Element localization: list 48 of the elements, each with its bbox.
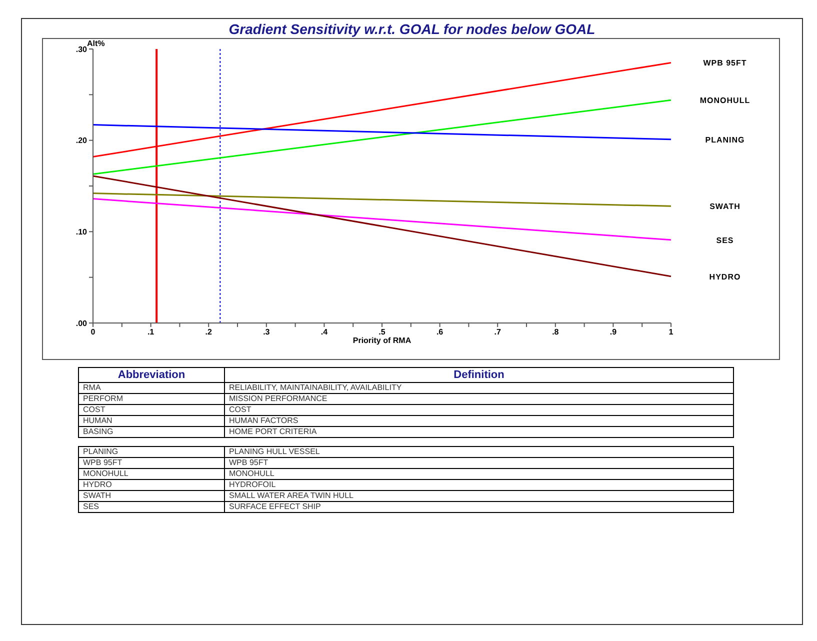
y-tick-label: .20	[76, 136, 88, 146]
y-tick-label: .30	[76, 44, 88, 54]
text: WPB 95FT	[224, 458, 734, 468]
text: SMALL WATER AREA TWIN HULL	[224, 490, 734, 502]
text: COST	[224, 404, 734, 416]
text: HYDROFOIL	[224, 480, 734, 490]
y-axis-title: Alt%	[87, 39, 105, 48]
x-tick-label: .2	[205, 328, 212, 337]
chart-title: Gradient Sensitivity w.r.t. GOAL for nodes below GOAL	[228, 21, 596, 37]
text: WPB 95FT	[703, 58, 747, 68]
text: PERFORM	[78, 394, 224, 404]
x-tick-label: .7	[494, 328, 502, 337]
text: SWATH	[710, 202, 740, 212]
text: PLANING	[705, 135, 745, 144]
x-tick-label: .5	[378, 328, 386, 337]
x-tick-label: 0	[90, 328, 96, 337]
x-tick-label: 1	[668, 328, 674, 337]
text: WPB 95FT	[78, 458, 224, 468]
text: MONOHULL	[78, 468, 224, 480]
y-tick-label: .00	[76, 318, 88, 328]
text: SWATH	[78, 490, 224, 502]
text: Abbreviation	[78, 368, 224, 382]
x-tick-label: .3	[263, 328, 270, 337]
text: MONOHULL	[700, 96, 750, 106]
text: SURFACE EFFECT SHIP	[224, 502, 734, 512]
x-axis-title: Priority of RMA	[352, 336, 412, 345]
x-tick-label: .1	[147, 328, 155, 337]
text: SES	[78, 502, 224, 512]
y-tick-label: .10	[76, 228, 88, 237]
text: SES	[716, 236, 734, 245]
x-tick-label: .8	[552, 328, 560, 337]
text: HUMAN FACTORS	[224, 416, 734, 426]
text: MISSION PERFORMANCE	[224, 394, 734, 404]
text: COST	[78, 404, 224, 416]
text: HYDRO	[709, 272, 741, 282]
x-tick-label: .9	[610, 328, 618, 337]
text: MONOHULL	[224, 468, 734, 480]
x-tick-label: .6	[436, 328, 444, 337]
text: PLANING HULL VESSEL	[224, 446, 734, 458]
text: BASING	[78, 426, 224, 438]
text: RELIABILITY, MAINTAINABILITY, AVAILABILITY	[224, 382, 734, 394]
text: HYDRO	[78, 480, 224, 490]
x-tick-label: .4	[320, 328, 328, 337]
text: RMA	[78, 382, 224, 394]
text: PLANING	[78, 446, 224, 458]
text: HUMAN	[78, 416, 224, 426]
text: HOME PORT CRITERIA	[224, 426, 734, 438]
text: Definition	[224, 368, 734, 382]
